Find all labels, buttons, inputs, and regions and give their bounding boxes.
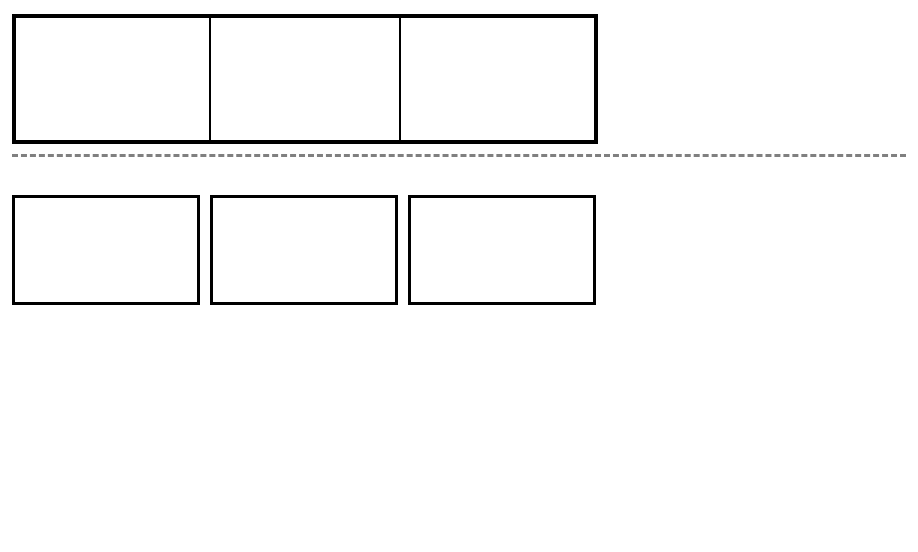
timeseries-panel <box>12 12 598 144</box>
spectrum-grid <box>12 195 598 305</box>
spectrum-curve-2 <box>213 198 395 302</box>
inconsistent-frequency-badge <box>747 228 767 236</box>
spectrum-box-3 <box>408 195 596 305</box>
info-title <box>622 12 892 38</box>
spectrum-curve-1 <box>15 198 197 302</box>
info-panel-top <box>622 12 892 74</box>
section-divider <box>12 154 906 157</box>
figure-container <box>12 12 906 305</box>
spectrum-curve-3 <box>411 198 593 302</box>
consistent-mean-variance-badge <box>747 53 767 61</box>
timeseries-wave <box>16 18 594 140</box>
timeseries-box <box>12 14 598 144</box>
spectrum-box-2 <box>210 195 398 305</box>
badge-wrap-2 <box>622 223 892 241</box>
top-row <box>12 12 906 144</box>
badge-wrap-1 <box>622 48 892 66</box>
spectrum-panel <box>12 199 598 305</box>
bottom-row <box>12 199 906 305</box>
info-panel-bottom <box>622 223 892 255</box>
spectrum-box-1 <box>12 195 200 305</box>
